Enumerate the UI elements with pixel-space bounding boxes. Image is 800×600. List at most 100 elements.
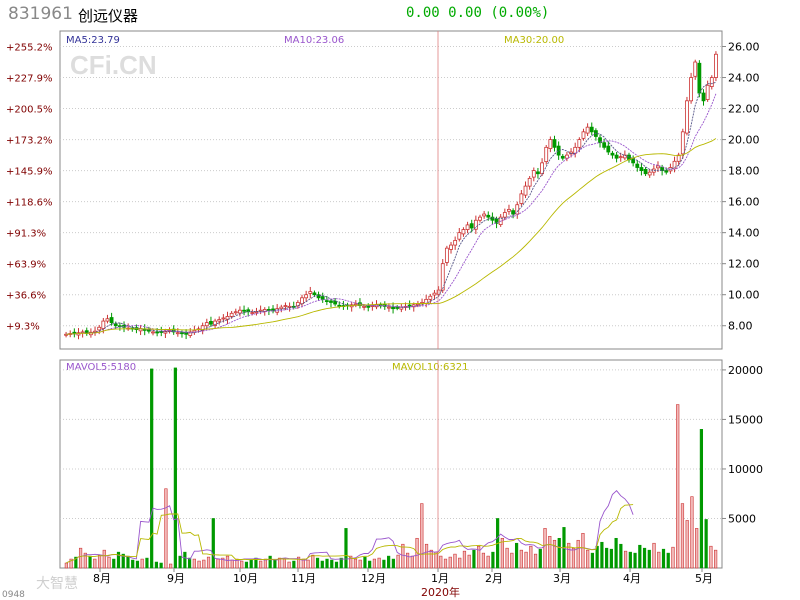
- candle-body: [461, 229, 466, 235]
- candle-body: [333, 300, 338, 305]
- volume-bar: [500, 537, 504, 569]
- volume-bar: [491, 551, 495, 569]
- candle-body: [428, 295, 433, 300]
- volume-bar: [567, 542, 571, 569]
- candle-body: [449, 244, 453, 250]
- volume-bar: [652, 542, 656, 569]
- price-tick-label: 18.00: [728, 165, 760, 178]
- price-legend-item: MA30:20.00: [504, 35, 564, 46]
- volume-bar: [576, 539, 580, 569]
- price-tick-label: 26.00: [728, 41, 760, 54]
- candle-body: [101, 320, 106, 329]
- candle-body: [531, 170, 536, 178]
- volume-tick-label: 20000: [728, 364, 763, 377]
- candle-body: [391, 306, 395, 310]
- volume-bar: [164, 488, 168, 569]
- pct-tick-label: +200.5%: [6, 105, 53, 116]
- volume-bar: [671, 546, 675, 569]
- volume-bar: [339, 557, 343, 569]
- month-label: 10月: [233, 572, 258, 585]
- candle-body: [444, 247, 449, 263]
- candle-body: [565, 154, 569, 159]
- volume-bar: [690, 496, 694, 569]
- volume-tick-label: 15000: [728, 413, 763, 426]
- candle-body: [221, 317, 226, 320]
- volume-bar: [714, 549, 718, 569]
- candle-body: [453, 240, 458, 246]
- volume-bar: [330, 559, 334, 569]
- volume-bar: [467, 554, 471, 569]
- volume-bar: [154, 561, 159, 569]
- volume-bar: [107, 556, 111, 569]
- candle-body: [647, 171, 652, 176]
- mavol5-line: [65, 490, 634, 564]
- volume-bar: [472, 549, 476, 569]
- candle-body: [701, 92, 706, 102]
- volume-bar: [358, 559, 362, 569]
- volume-bar: [187, 557, 192, 569]
- volume-bar: [458, 557, 462, 569]
- volume-bar: [448, 556, 452, 569]
- volume-bar: [259, 560, 263, 569]
- price-tick-label: 20.00: [728, 134, 760, 147]
- candle-body: [304, 294, 309, 299]
- volume-bar: [571, 547, 576, 569]
- volume-bar: [178, 555, 182, 569]
- watermark: CFi.CN: [70, 50, 157, 80]
- volume-bar: [216, 558, 220, 569]
- candle-body: [548, 139, 553, 149]
- volume-legend-item: MAVOL10:6321: [392, 362, 468, 373]
- volume-bar: [116, 551, 121, 569]
- month-label: 4月: [623, 572, 641, 585]
- volume-bar: [462, 550, 467, 569]
- candle-body: [635, 163, 640, 168]
- ma10-line: [66, 93, 717, 335]
- volume-bar: [439, 555, 443, 569]
- volume-bar: [363, 556, 367, 569]
- volume-bar: [410, 555, 414, 569]
- price-tick-label: 24.00: [728, 72, 760, 85]
- pct-tick-label: +173.2%: [6, 136, 53, 147]
- volume-bar: [230, 559, 234, 569]
- volume-bar: [481, 552, 486, 569]
- volume-bar: [647, 549, 651, 569]
- volume-bar: [131, 559, 135, 569]
- candle-body: [689, 77, 693, 102]
- volume-bar: [429, 549, 433, 569]
- volume-bar: [628, 551, 632, 569]
- volume-bar: [443, 558, 448, 569]
- volume-bar: [519, 549, 523, 569]
- volume-bar: [372, 558, 377, 569]
- candle-body: [581, 131, 586, 139]
- candle-body: [436, 289, 441, 295]
- volume-bar: [514, 542, 519, 569]
- volume-bar: [524, 551, 528, 569]
- candle-body: [536, 171, 540, 175]
- volume-bar: [368, 560, 372, 569]
- candle-body: [324, 300, 329, 303]
- volume-tick-label: 5000: [728, 512, 756, 525]
- candle-body: [519, 193, 524, 204]
- candle-body: [502, 212, 507, 218]
- candle-body: [478, 216, 482, 221]
- candle-body: [705, 84, 710, 100]
- price-legend-item: MA10:23.06: [284, 35, 344, 46]
- volume-bar: [240, 560, 244, 569]
- month-label: 11月: [291, 572, 316, 585]
- candle-body: [610, 152, 615, 156]
- price-panel-frame: [59, 30, 723, 350]
- volume-bar: [249, 559, 253, 569]
- volume-bar: [287, 561, 291, 569]
- month-label: 1月: [431, 572, 449, 585]
- candle-body: [295, 302, 300, 307]
- month-label: 12月: [361, 572, 386, 585]
- volume-tick-label: 10000: [728, 463, 763, 476]
- volume-bar: [244, 561, 249, 569]
- volume-bar: [396, 554, 400, 569]
- year-label: 2020年: [421, 585, 460, 599]
- candle-body: [279, 306, 284, 310]
- candle-body: [262, 309, 267, 312]
- volume-bar: [642, 547, 647, 569]
- volume-bar: [382, 559, 386, 569]
- volume-bar: [145, 557, 149, 569]
